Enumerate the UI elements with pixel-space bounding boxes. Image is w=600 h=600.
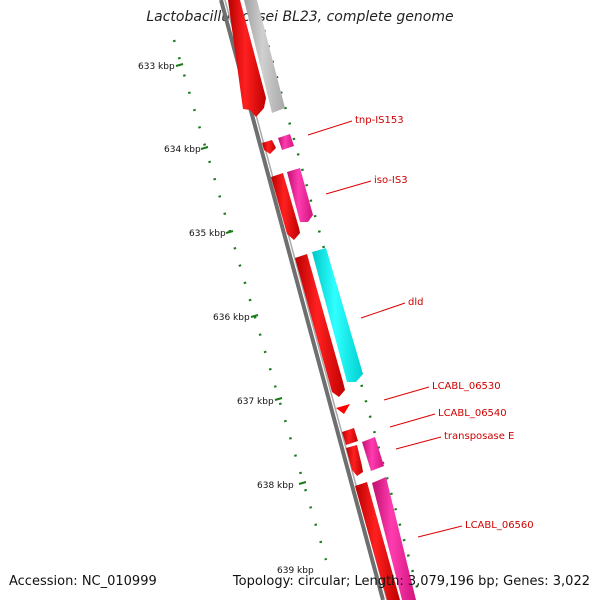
cds-feature xyxy=(244,0,285,113)
cds-feature xyxy=(346,445,363,476)
cds-feature xyxy=(228,0,266,117)
cds-feature xyxy=(262,140,276,154)
gene-label-lcabl-06540[interactable]: LCABL_06540 xyxy=(438,408,507,419)
tick-label-636: 636 kbp xyxy=(213,313,250,323)
cds-feature xyxy=(295,254,345,397)
cds-feature xyxy=(355,482,400,600)
gene-label-iso-is3[interactable]: iso-IS3 xyxy=(374,175,408,186)
tick-label-639: 639 kbp xyxy=(277,566,314,576)
cds-feature xyxy=(287,168,313,222)
scale-ruler xyxy=(172,39,328,561)
accession-text: Accession: NC_010999 xyxy=(9,574,157,589)
cds-forward-strand xyxy=(228,0,400,600)
tick-label-634: 634 kbp xyxy=(164,145,201,155)
gene-label-lcabl-06560[interactable]: LCABL_06560 xyxy=(465,520,534,531)
tick-label-633: 633 kbp xyxy=(138,62,175,72)
cds-feature xyxy=(278,134,294,150)
label-leaders xyxy=(307,120,463,538)
genome-summary-text: Topology: circular; Length: 3,079,196 bp… xyxy=(232,574,590,589)
gene-label-dld[interactable]: dld xyxy=(408,297,423,308)
cds-feature xyxy=(372,477,416,600)
cds-feature xyxy=(312,248,363,382)
cds-reverse-strand xyxy=(244,0,416,600)
tick-label-635: 635 kbp xyxy=(189,229,226,239)
cds-feature xyxy=(342,428,358,445)
tick-label-638: 638 kbp xyxy=(257,481,294,491)
cds-feature xyxy=(362,437,384,471)
cds-feature xyxy=(271,173,300,240)
gene-label-tnp-is153[interactable]: tnp-IS153 xyxy=(355,115,404,126)
tick-label-637: 637 kbp xyxy=(237,397,274,407)
cds-feature xyxy=(336,404,350,414)
gene-label-transposase-e[interactable]: transposase E xyxy=(444,431,514,442)
gene-label-lcabl-06530[interactable]: LCABL_06530 xyxy=(432,381,501,392)
